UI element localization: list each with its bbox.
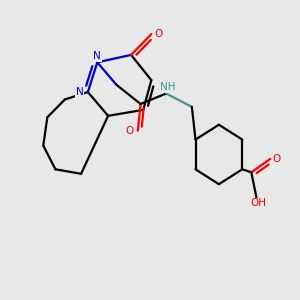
Text: OH: OH [250,199,266,208]
Text: N: N [76,87,84,97]
Text: O: O [273,154,281,164]
Text: NH: NH [160,82,175,92]
Text: O: O [126,126,134,136]
Text: N: N [93,51,101,61]
Text: O: O [154,29,162,39]
